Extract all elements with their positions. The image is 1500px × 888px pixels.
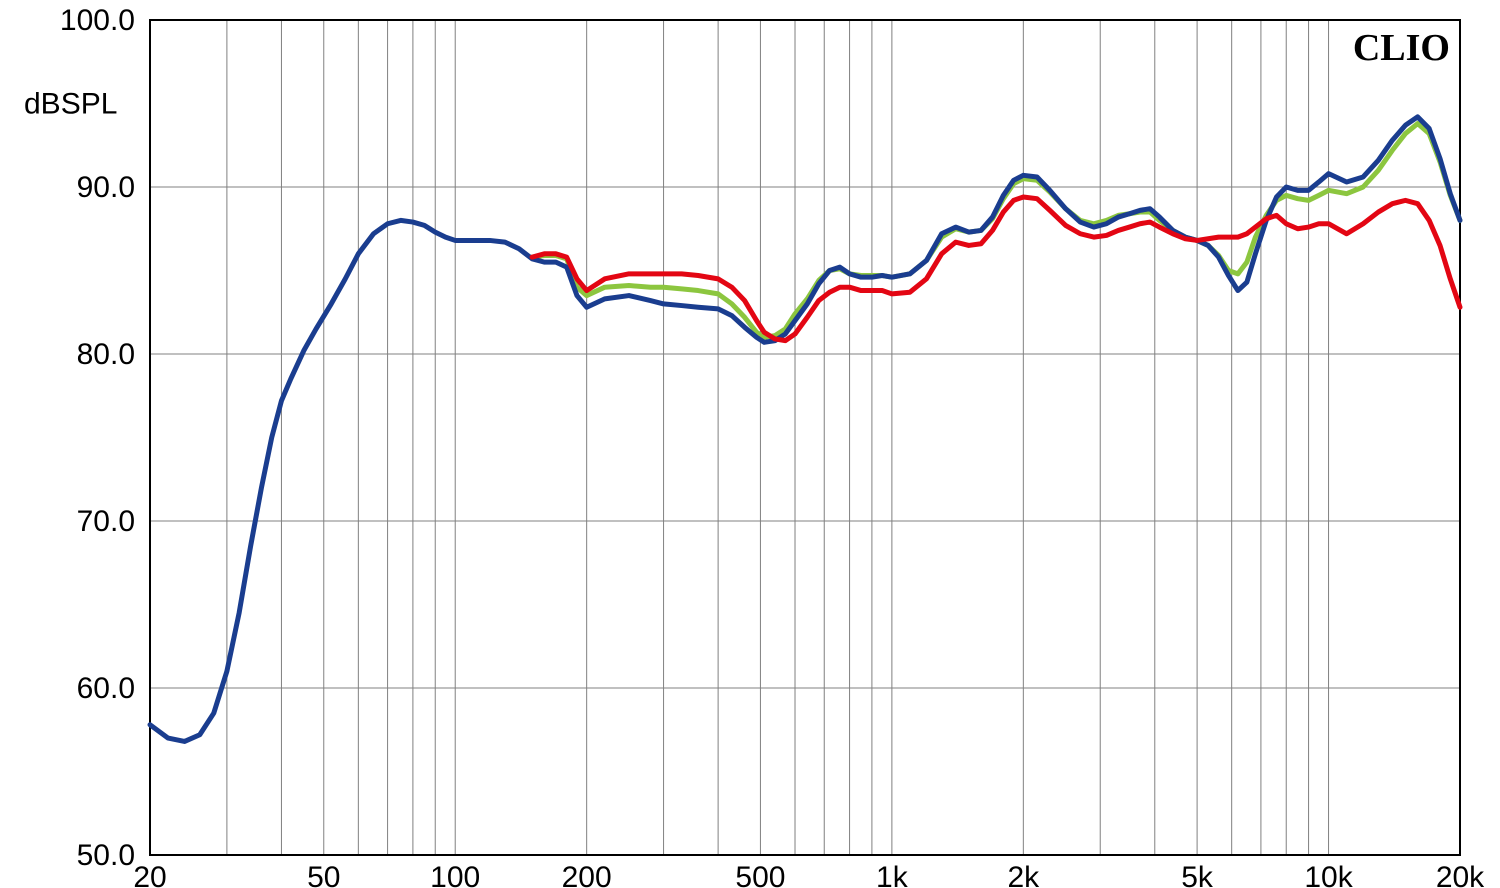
y-tick-label: 60.0 — [77, 672, 135, 705]
x-tick-label: 50 — [307, 861, 340, 888]
chart-bg — [0, 0, 1500, 888]
y-tick-label: 80.0 — [77, 338, 135, 371]
x-tick-label: 5k — [1181, 861, 1214, 888]
y-tick-label: 50.0 — [77, 839, 135, 872]
x-tick-label: 500 — [735, 861, 785, 888]
y-tick-label: 70.0 — [77, 505, 135, 538]
y-tick-label: 90.0 — [77, 171, 135, 204]
x-tick-label: 20k — [1436, 861, 1485, 888]
x-tick-label: 100 — [430, 861, 480, 888]
frequency-response-chart: 50.0 60.0 70.0 80.0 90.0 100.0 dBSPL 20 50 100 200… — [0, 0, 1500, 888]
x-tick-label: 20 — [133, 861, 166, 888]
y-axis-label: dBSPL — [24, 88, 117, 121]
chart-svg: 50.0 60.0 70.0 80.0 90.0 100.0 dBSPL 20 50 100 200… — [0, 0, 1500, 888]
x-tick-label: 10k — [1304, 861, 1353, 888]
brand-label: CLIO — [1353, 27, 1450, 69]
x-tick-label: 200 — [562, 861, 612, 888]
x-tick-label: 1k — [876, 861, 909, 888]
y-tick-label: 100.0 — [60, 4, 135, 37]
x-tick-label: 2k — [1007, 861, 1040, 888]
